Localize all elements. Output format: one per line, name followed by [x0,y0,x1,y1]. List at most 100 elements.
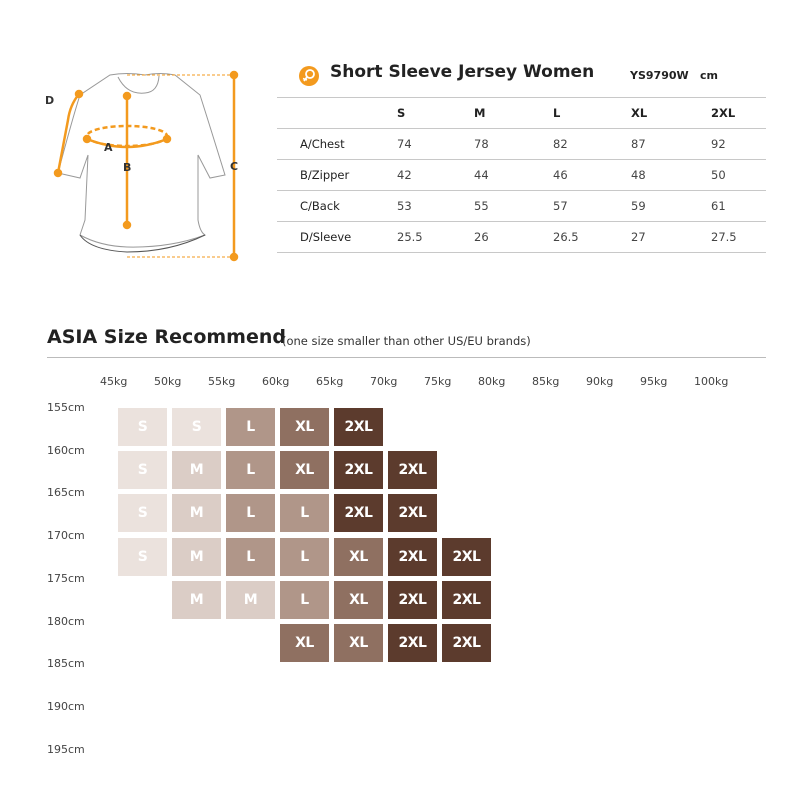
size-cell: 2XL [334,451,383,490]
size-cell: 2XL [334,494,383,533]
size-cell: XL [280,451,329,490]
size-cell: L [226,494,275,533]
size-cell: S [118,408,167,446]
height-label: 155cm [47,401,85,414]
size-cell: L [280,494,329,533]
weight-label: 65kg [316,375,344,388]
size-cell: L [226,408,275,446]
unit-label: cm [700,69,718,82]
size-cell: L [280,537,329,576]
measurement-value: 27 [631,221,711,253]
measurement-value: 46 [553,159,631,191]
size-cell: S [118,494,167,533]
size-cell: M [172,537,221,576]
weight-label: 90kg [586,375,614,388]
height-label: 175cm [47,571,85,585]
size-cell: M [172,580,221,619]
height-label: 190cm [47,699,85,713]
size-cell: 2XL [388,537,437,576]
size-cell: S [172,408,221,446]
weight-label: 70kg [370,375,398,388]
size-cell: M [226,580,275,619]
size-cell: S [118,451,167,490]
jersey-measurement-diagram: A B C D [45,70,239,262]
size-cell: 2XL [442,624,491,662]
size-cell: M [172,494,221,533]
size-cell: XL [334,624,383,662]
size-cell: 2XL [442,537,491,576]
product-code: YS9790W [630,69,689,82]
measurement-value: 50 [711,159,766,191]
header-cell: M [474,97,553,129]
header-cell [277,97,397,129]
size-cell: L [226,451,275,490]
header-cell: 2XL [711,97,766,129]
weight-label: 55kg [208,375,236,388]
measurement-value: 57 [553,190,631,222]
measurement-value: 78 [474,128,553,160]
size-cell: L [226,537,275,576]
weight-label: 95kg [640,375,668,388]
size-cell: 2XL [334,408,383,446]
size-cell: 2XL [442,580,491,619]
size-cell: 2XL [388,624,437,662]
measurement-value: 27.5 [711,221,766,253]
table-row: D/Sleeve 25.5 26 26.5 27 27.5 [277,221,766,253]
header-cell: L [553,97,631,129]
measurement-value: 55 [474,190,553,222]
weight-label: 100kg [694,375,729,388]
measurement-label: A/Chest [277,128,397,160]
height-label: 165cm [47,486,85,500]
size-cell: XL [280,408,329,446]
header-cell: XL [631,97,711,129]
label-b: B [123,161,131,174]
measurement-label: B/Zipper [277,159,397,191]
weight-label: 45kg [100,375,128,388]
measurement-value: 59 [631,190,711,222]
measurement-value: 26.5 [553,221,631,253]
measurement-value: 87 [631,128,711,160]
measurement-value: 74 [397,128,474,160]
jersey-outline [57,73,226,248]
height-label: 170cm [47,529,85,543]
height-label: 160cm [47,443,85,457]
label-c: C [230,160,238,173]
table-header-row: S M L XL 2XL [277,97,766,129]
weight-label: 75kg [424,375,452,388]
measurement-value: 48 [631,159,711,191]
table-row: C/Back 53 55 57 59 61 [277,190,766,222]
measurement-value: 42 [397,159,474,191]
measurement-value: 61 [711,190,766,222]
weight-label: 80kg [478,375,506,388]
measurement-value: 44 [474,159,553,191]
size-cell: S [118,537,167,576]
height-label: 195cm [47,742,85,756]
size-cell: L [280,580,329,619]
measurement-value: 82 [553,128,631,160]
weight-label: 50kg [154,375,182,388]
label-d: D [45,94,54,107]
size-cell: XL [334,580,383,619]
size-cell: 2XL [388,494,437,533]
measurement-value: 26 [474,221,553,253]
measurement-label: D/Sleeve [277,221,397,253]
recommend-title: ASIA Size Recommend [47,326,286,348]
recommend-note: (one size smaller than other US/EU brand… [282,334,531,348]
product-title: Short Sleeve Jersey Women [330,62,595,82]
measurement-value: 53 [397,190,474,222]
height-label: 180cm [47,614,85,628]
size-cell: 2XL [388,451,437,490]
header-cell: S [397,97,474,129]
measurement-value: 92 [711,128,766,160]
weight-label: 85kg [532,375,560,388]
size-cell: XL [334,537,383,576]
table-row: A/Chest 74 78 82 87 92 [277,128,766,160]
size-cell: 2XL [388,580,437,619]
measurement-value: 25.5 [397,221,474,253]
measurement-label: C/Back [277,190,397,222]
label-a: A [104,141,113,154]
female-symbol-icon [299,66,319,86]
table-row: B/Zipper 42 44 46 48 50 [277,159,766,191]
height-label: 185cm [47,657,85,671]
